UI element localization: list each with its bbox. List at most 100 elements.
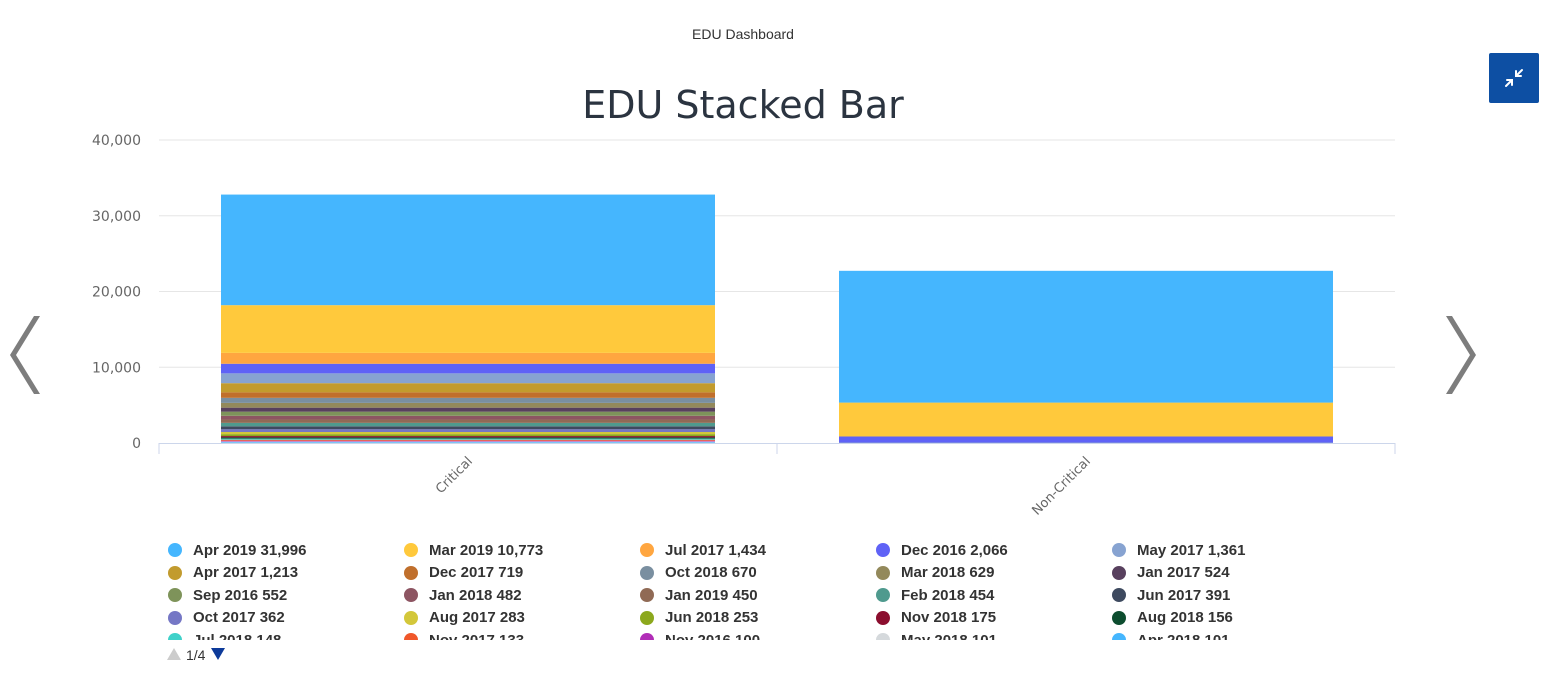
legend-page-down-button[interactable] bbox=[210, 647, 226, 664]
legend-label: Nov 2017 133 bbox=[429, 631, 525, 641]
legend-marker bbox=[1112, 588, 1126, 602]
bar-segment[interactable] bbox=[839, 402, 1333, 437]
bar-segment[interactable] bbox=[221, 436, 715, 438]
legend-label: Oct 2018 670 bbox=[665, 564, 757, 581]
legend-item[interactable]: Jul 2018 148 bbox=[168, 630, 281, 640]
legend-label: Nov 2018 175 bbox=[901, 609, 997, 626]
bar-segment[interactable] bbox=[221, 426, 715, 430]
chevron-left-icon bbox=[10, 316, 40, 394]
legend-label: Jan 2017 524 bbox=[1137, 564, 1230, 581]
legend-marker bbox=[168, 610, 182, 625]
bar-segment[interactable] bbox=[221, 438, 715, 440]
legend-item[interactable]: Nov 2016 100 bbox=[640, 630, 760, 640]
stacked-bar-chart: 0 10,000 20,000 30,000 40,000 Critical Non-Cr… bbox=[92, 83, 1396, 519]
bar-segment[interactable] bbox=[221, 429, 715, 433]
bar-segment[interactable] bbox=[221, 440, 715, 442]
legend-label: Nov 2016 100 bbox=[665, 631, 761, 641]
legend-item[interactable]: Mar 2019 10,773 bbox=[404, 540, 543, 560]
collapse-icon bbox=[1505, 69, 1523, 87]
legend-marker bbox=[640, 633, 654, 640]
legend-item[interactable]: Sep 2016 552 bbox=[168, 585, 287, 605]
chevron-right-icon bbox=[1446, 316, 1476, 394]
legend-item[interactable]: Feb 2018 454 bbox=[876, 585, 994, 605]
bar-segment[interactable] bbox=[221, 383, 715, 393]
x-axis-ticks: Critical Non-Critical bbox=[433, 454, 1094, 518]
bar-segment[interactable] bbox=[221, 439, 715, 441]
legend-marker bbox=[640, 543, 654, 557]
bar-segment[interactable] bbox=[839, 442, 1333, 444]
legend-item[interactable]: Apr 2018 101 bbox=[1112, 630, 1230, 640]
legend-item[interactable]: Aug 2017 283 bbox=[404, 608, 525, 628]
legend-label: Apr 2019 31,996 bbox=[193, 541, 307, 559]
legend-marker bbox=[1112, 610, 1126, 625]
legend-label: May 2018 101 bbox=[901, 631, 997, 641]
x-axis bbox=[158, 443, 1396, 454]
bar-segment[interactable] bbox=[221, 397, 715, 403]
legend-label: May 2017 1,361 bbox=[1137, 541, 1246, 559]
bar-segment[interactable] bbox=[221, 407, 715, 412]
bar-segment[interactable] bbox=[221, 402, 715, 408]
bar-segment[interactable] bbox=[221, 392, 715, 398]
bar-segment[interactable] bbox=[221, 432, 715, 435]
legend-item[interactable]: Apr 2017 1,213 bbox=[168, 563, 298, 583]
legend-page-up-button[interactable] bbox=[166, 647, 182, 664]
legend-marker bbox=[876, 543, 890, 557]
legend-item[interactable]: Mar 2018 629 bbox=[876, 563, 994, 583]
legend-marker bbox=[168, 565, 182, 580]
bar-stacks bbox=[221, 194, 1333, 444]
legend-marker bbox=[876, 588, 890, 602]
legend-label: Jan 2018 482 bbox=[429, 586, 522, 604]
bar-segment[interactable] bbox=[221, 419, 715, 423]
legend-item[interactable]: Jan 2017 524 bbox=[1112, 563, 1230, 583]
legend-item[interactable]: Dec 2017 719 bbox=[404, 563, 523, 583]
legend-label: Jun 2017 391 bbox=[1137, 586, 1231, 604]
legend-marker bbox=[876, 610, 890, 625]
legend-item[interactable]: Jun 2018 253 bbox=[640, 608, 758, 628]
legend-label: Jan 2019 450 bbox=[665, 586, 758, 604]
legend-item[interactable]: Oct 2017 362 bbox=[168, 608, 285, 628]
legend-label: Jul 2018 148 bbox=[193, 631, 282, 641]
legend-item[interactable]: Jan 2018 482 bbox=[404, 585, 522, 605]
legend-marker bbox=[404, 588, 418, 602]
bar-segment[interactable] bbox=[221, 415, 715, 420]
bar-segment[interactable] bbox=[221, 352, 715, 364]
legend-marker bbox=[876, 565, 890, 580]
bar-segment[interactable] bbox=[221, 437, 715, 439]
bar-segment[interactable] bbox=[221, 442, 715, 443]
bar-segment[interactable] bbox=[221, 422, 715, 427]
x-tick-label: Non-Critical bbox=[1029, 454, 1093, 518]
legend-label: Dec 2016 2,066 bbox=[901, 541, 1008, 559]
y-axis-ticks: 0 10,000 20,000 30,000 40,000 bbox=[92, 133, 141, 452]
legend-marker bbox=[404, 610, 418, 625]
legend-item[interactable]: Nov 2017 133 bbox=[404, 630, 524, 640]
legend-item[interactable]: May 2018 101 bbox=[876, 630, 997, 640]
legend-item[interactable]: Aug 2018 156 bbox=[1112, 608, 1233, 628]
legend-label: Oct 2017 362 bbox=[193, 609, 285, 626]
legend-item[interactable]: Apr 2019 31,996 bbox=[168, 540, 306, 560]
legend-item[interactable]: Jun 2017 391 bbox=[1112, 585, 1230, 605]
legend-marker bbox=[640, 588, 654, 602]
bar-segment[interactable] bbox=[221, 305, 715, 353]
legend-item[interactable]: May 2017 1,361 bbox=[1112, 540, 1245, 560]
triangle-down-icon bbox=[211, 647, 226, 660]
bar-segment[interactable] bbox=[221, 434, 715, 437]
collapse-button[interactable] bbox=[1489, 53, 1539, 103]
legend-item[interactable]: Dec 2016 2,066 bbox=[876, 540, 1008, 560]
bar-segment[interactable] bbox=[221, 373, 715, 384]
bar-segment[interactable] bbox=[221, 194, 715, 306]
bar-segment[interactable] bbox=[839, 270, 1333, 403]
legend-item[interactable]: Oct 2018 670 bbox=[640, 563, 757, 583]
next-chart-button[interactable] bbox=[1442, 310, 1482, 400]
bar-segment[interactable] bbox=[221, 363, 715, 374]
legend-marker bbox=[404, 633, 418, 640]
legend-item[interactable]: Jan 2019 450 bbox=[640, 585, 758, 605]
legend-item[interactable]: Jul 2017 1,434 bbox=[640, 540, 766, 560]
legend-label: Feb 2018 454 bbox=[901, 586, 995, 604]
legend-item[interactable]: Nov 2018 175 bbox=[876, 608, 996, 628]
previous-chart-button[interactable] bbox=[4, 310, 44, 400]
chart-title: EDU Stacked Bar bbox=[582, 83, 904, 127]
legend-marker bbox=[876, 633, 890, 640]
bar-segment[interactable] bbox=[839, 436, 1333, 443]
bar-segment[interactable] bbox=[221, 411, 715, 416]
bar-segment[interactable] bbox=[221, 441, 715, 443]
